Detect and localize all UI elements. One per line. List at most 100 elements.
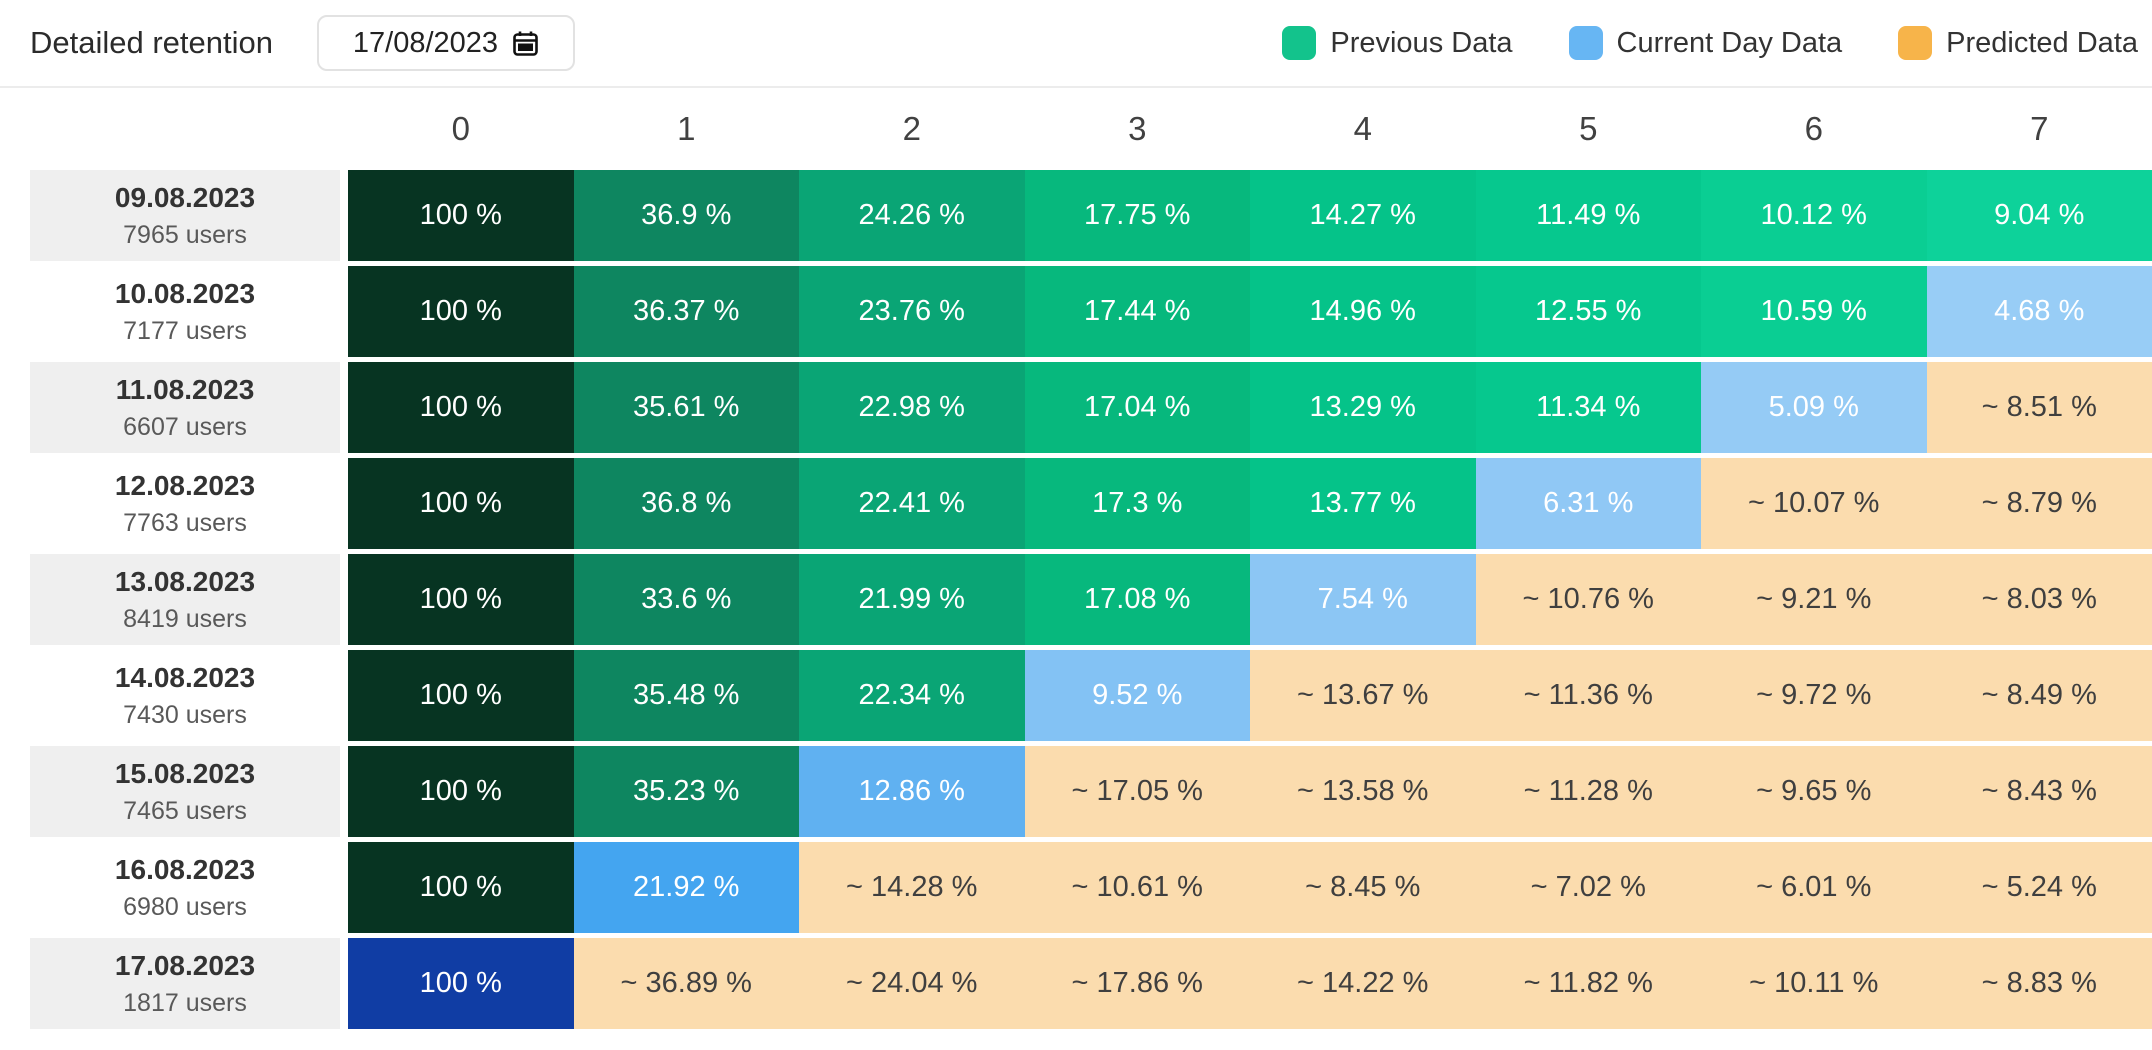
retention-cell: 13.77 % [1250,458,1476,549]
day-column-header: 6 [1804,110,1823,147]
retention-cell: 22.98 % [799,362,1025,453]
retention-cell: 33.6 % [573,554,799,645]
retention-cell: 14.27 % [1250,170,1476,261]
cohort-users: 7965 users [123,220,247,249]
cohort-users: 7465 users [123,796,247,825]
retention-cell: 4.68 % [1926,266,2152,357]
table-row: 10.08.2023 7177 users 100 % 36.37 % 23.76 … [0,266,2152,357]
retention-cell: 100 % [348,170,574,261]
header: Detailed retention 17/08/2023 Previous D… [0,0,2152,88]
retention-cell: 12.86 % [799,746,1025,837]
day-column-header: 7 [2030,110,2049,147]
retention-cell: ~ 9.21 % [1701,554,1927,645]
cohort-users: 7430 users [123,700,247,729]
calendar-icon [512,30,539,57]
legend-item[interactable]: Predicted Data [1898,26,2138,60]
cohort-users: 1817 users [123,988,247,1017]
retention-cell: ~ 8.45 % [1250,842,1476,933]
retention-cell: 36.8 % [573,458,799,549]
retention-cell: 100 % [348,362,574,453]
legend-label: Previous Data [1330,26,1513,59]
cohort-label-cell: 11.08.2023 6607 users [30,362,340,453]
retention-cell: 100 % [348,458,574,549]
cohort-users: 8419 users [123,604,247,633]
retention-cell: ~ 14.22 % [1250,938,1476,1029]
retention-cell: 10.59 % [1701,266,1927,357]
cohort-label-cell: 16.08.2023 6980 users [30,842,340,933]
legend-swatch-icon [1568,26,1603,60]
retention-cell: ~ 36.89 % [573,938,799,1029]
retention-cell: 9.04 % [1926,170,2152,261]
cohort-users: 7177 users [123,316,247,345]
retention-cell: 24.26 % [799,170,1025,261]
retention-cell: 7.54 % [1250,554,1476,645]
retention-cell: ~ 9.72 % [1701,650,1927,741]
retention-cell: 100 % [348,650,574,741]
date-picker[interactable]: 17/08/2023 [317,15,575,71]
cohort-label-cell: 09.08.2023 7965 users [30,170,340,261]
retention-cell: 100 % [348,266,574,357]
table-row: 15.08.2023 7465 users 100 % 35.23 % 12.86 … [0,746,2152,837]
retention-cell: ~ 24.04 % [799,938,1025,1029]
cohort-label-cell: 13.08.2023 8419 users [30,554,340,645]
retention-cell: ~ 11.82 % [1475,938,1701,1029]
retention-cell: ~ 17.86 % [1024,938,1250,1029]
legend: Previous Data Current Day Data Predicted D… [1282,26,2138,60]
legend-item[interactable]: Current Day Data [1568,26,1843,60]
table-row: 11.08.2023 6607 users 100 % 35.61 % 22.98 … [0,362,2152,453]
cohort-label-cell: 10.08.2023 7177 users [30,266,340,357]
retention-cell: 100 % [348,938,574,1029]
retention-cell: 9.52 % [1024,650,1250,741]
retention-cell: 17.08 % [1024,554,1250,645]
retention-cell: 35.23 % [573,746,799,837]
retention-cell: 35.48 % [573,650,799,741]
retention-cell: ~ 10.11 % [1701,938,1927,1029]
legend-label: Predicted Data [1946,26,2138,59]
retention-cell: 35.61 % [573,362,799,453]
retention-cell: 17.3 % [1024,458,1250,549]
retention-cell: ~ 8.03 % [1926,554,2152,645]
table-row: 16.08.2023 6980 users 100 % 21.92 % ~ 14.2… [0,842,2152,933]
retention-cell: ~ 8.51 % [1926,362,2152,453]
retention-cell: ~ 10.07 % [1701,458,1927,549]
cohort-date: 17.08.2023 [114,949,256,981]
page-title: Detailed retention [30,25,273,60]
retention-cell: ~ 8.83 % [1926,938,2152,1029]
day-column-header: 0 [451,110,470,147]
table-row: 13.08.2023 8419 users 100 % 33.6 % 21.99 %… [0,554,2152,645]
retention-cell: ~ 6.01 % [1701,842,1927,933]
retention-cell: 11.34 % [1475,362,1701,453]
cohort-date: 13.08.2023 [114,565,256,597]
cohort-users: 7763 users [123,508,247,537]
table-row: 17.08.2023 1817 users 100 % ~ 36.89 % ~ 24… [0,938,2152,1029]
retention-cell: 12.55 % [1475,266,1701,357]
retention-cell: 17.75 % [1024,170,1250,261]
cohort-label-cell: 15.08.2023 7465 users [30,746,340,837]
retention-cell: 100 % [348,746,574,837]
retention-cell: 23.76 % [799,266,1025,357]
retention-cell: 10.12 % [1701,170,1927,261]
legend-label: Current Day Data [1616,26,1843,59]
retention-cell: ~ 10.61 % [1024,842,1250,933]
retention-cell: 22.41 % [799,458,1025,549]
retention-cell: 36.37 % [573,266,799,357]
cohort-date: 15.08.2023 [114,757,256,789]
cohort-users: 6980 users [123,892,247,921]
retention-cell: ~ 7.02 % [1475,842,1701,933]
retention-cell: 11.49 % [1475,170,1701,261]
day-column-header: 1 [677,110,696,147]
legend-item[interactable]: Previous Data [1282,26,1513,60]
retention-cell: ~ 11.36 % [1475,650,1701,741]
table-row: 14.08.2023 7430 users 100 % 35.48 % 22.34 … [0,650,2152,741]
retention-cell: ~ 11.28 % [1475,746,1701,837]
cohort-date: 14.08.2023 [114,661,256,693]
cohort-date: 10.08.2023 [114,277,256,309]
cohort-date: 16.08.2023 [114,853,256,885]
cohort-users: 6607 users [123,412,247,441]
cohort-label-cell: 14.08.2023 7430 users [30,650,340,741]
retention-cell: 6.31 % [1475,458,1701,549]
day-column-header: 4 [1353,110,1372,147]
retention-cell: 13.29 % [1250,362,1476,453]
retention-cell: 100 % [348,554,574,645]
